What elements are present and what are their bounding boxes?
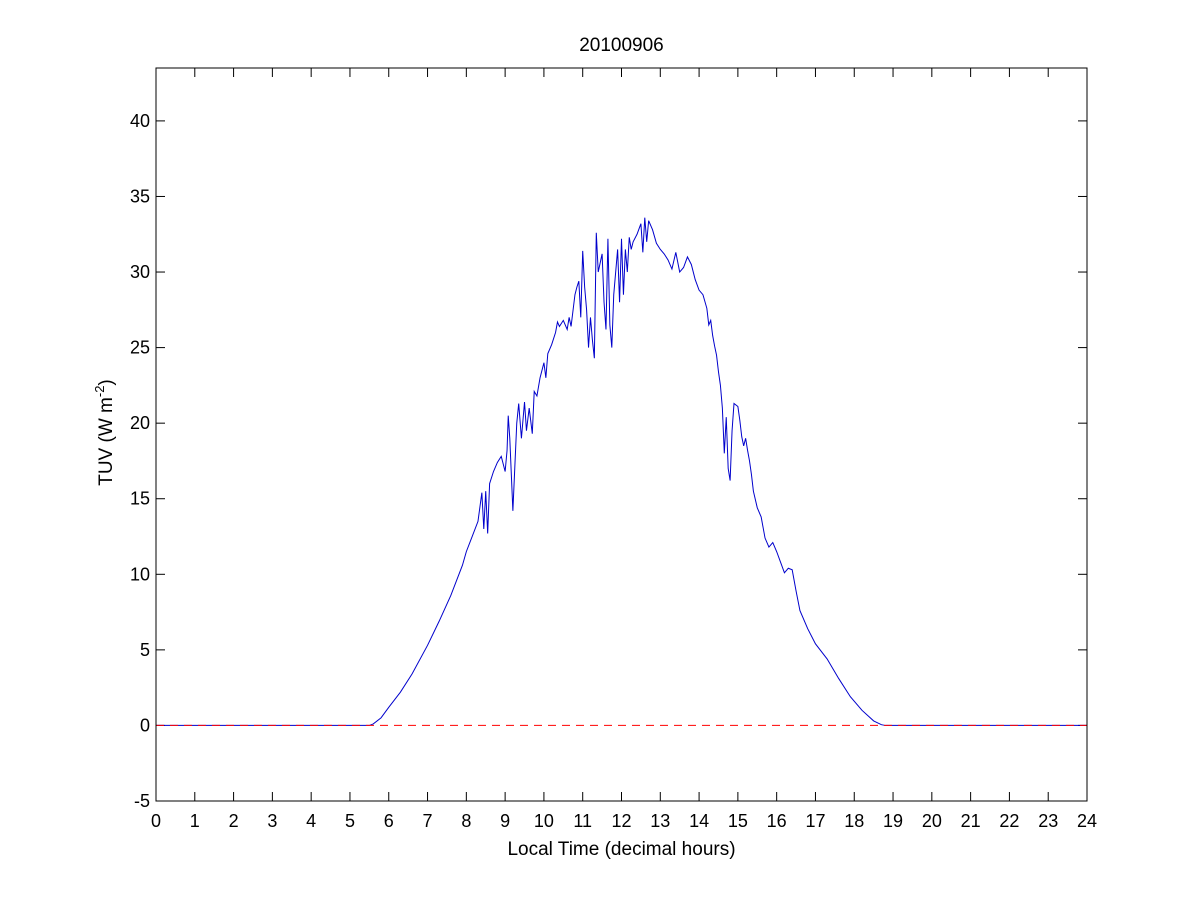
- tuv-series-line: [156, 217, 1087, 726]
- y-tick-label: 5: [140, 640, 150, 660]
- x-tick-label: 0: [151, 811, 161, 831]
- x-tick-label: 20: [922, 811, 942, 831]
- y-tick-label: 35: [130, 186, 150, 206]
- x-tick-label: 24: [1077, 811, 1097, 831]
- y-tick-label: 25: [130, 338, 150, 358]
- y-axis-label-close: ): [96, 379, 117, 385]
- x-tick-label: 23: [1038, 811, 1058, 831]
- y-axis-label-base: TUV (W m: [96, 397, 117, 486]
- x-tick-label: 13: [650, 811, 670, 831]
- x-tick-label: 10: [534, 811, 554, 831]
- x-tick-label: 6: [384, 811, 394, 831]
- plot-frame: [155, 67, 1088, 802]
- plot-background: [156, 68, 1087, 801]
- x-tick-label: 15: [728, 811, 748, 831]
- y-tick-label: 0: [140, 715, 150, 735]
- tick-labels: 0 1 2 3 4 5 6 7 8 9 10 11 12 13 14 15 16 17 18 19 20 21 22 23 24…: [130, 111, 1097, 831]
- x-axis-label: Local Time (decimal hours): [507, 839, 735, 860]
- y-tick-label: 10: [130, 564, 150, 584]
- x-tick-label: 8: [461, 811, 471, 831]
- y-tick-label: 30: [130, 262, 150, 282]
- tick-marks: [155, 68, 1088, 802]
- x-tick-label: 16: [767, 811, 787, 831]
- y-axis-label-sup: -2: [92, 386, 107, 398]
- y-tick-label: 40: [130, 111, 150, 131]
- x-tick-label: 4: [306, 811, 316, 831]
- x-tick-label: 3: [267, 811, 277, 831]
- x-tick-label: 11: [573, 811, 592, 831]
- chart-title: 20100906: [579, 35, 664, 56]
- y-tick-label: -5: [134, 791, 150, 811]
- x-tick-label: 2: [229, 811, 239, 831]
- x-tick-label: 14: [689, 811, 709, 831]
- y-tick-label: 20: [130, 413, 150, 433]
- series-group: [156, 217, 1087, 726]
- x-tick-label: 22: [999, 811, 1019, 831]
- x-tick-label: 17: [805, 811, 825, 831]
- x-tick-label: 9: [500, 811, 510, 831]
- x-tick-label: 12: [611, 811, 631, 831]
- x-tick-label: 7: [423, 811, 433, 831]
- x-tick-label: 21: [961, 811, 981, 831]
- y-axis-label: TUV (W m-2): [92, 379, 117, 486]
- y-tick-label: 15: [130, 489, 150, 509]
- x-tick-label: 5: [345, 811, 355, 831]
- x-tick-label: 19: [883, 811, 903, 831]
- x-tick-label: 1: [190, 811, 200, 831]
- x-tick-label: 18: [844, 811, 864, 831]
